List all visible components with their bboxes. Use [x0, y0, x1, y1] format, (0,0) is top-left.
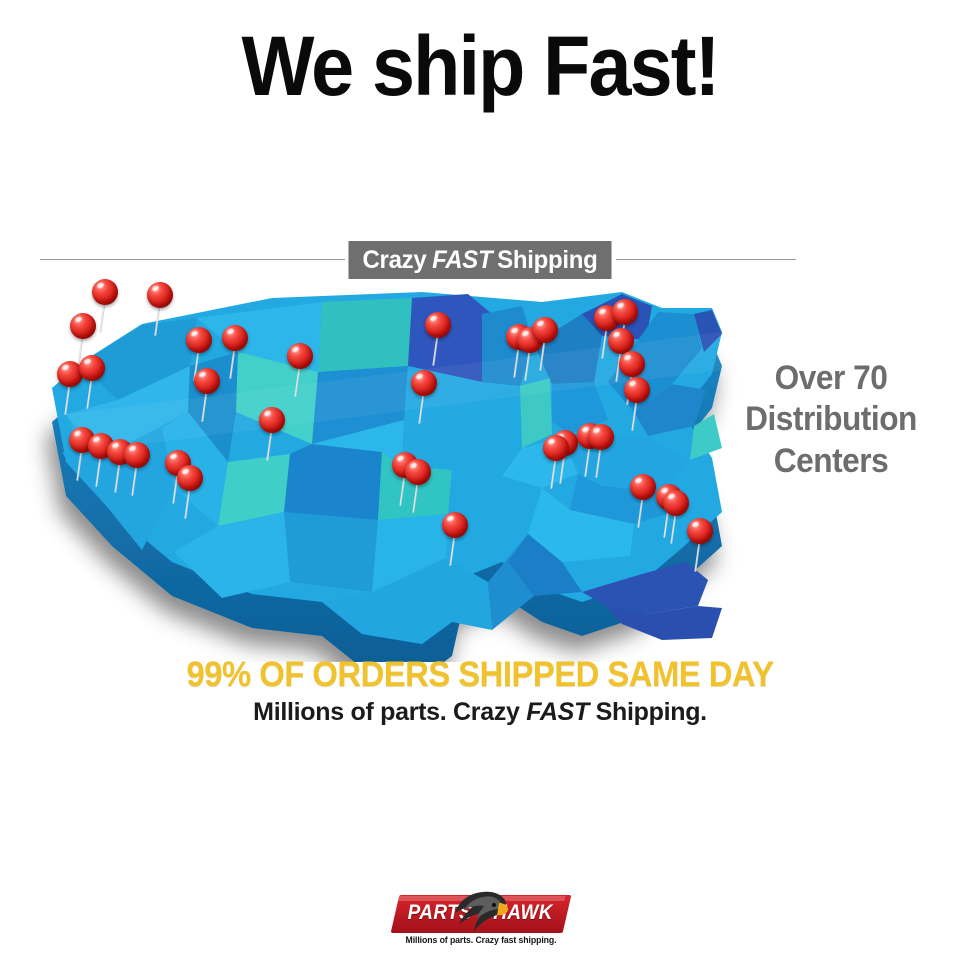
tagline: Millions of parts. Crazy FAST Shipping. [0, 698, 960, 727]
banner-text-emphasis: FAST [432, 245, 493, 274]
map-pin-head [532, 317, 558, 343]
same-day-shipping-claim: 99% OF ORDERS SHIPPED SAME DAY [186, 655, 774, 694]
state-ne-tip [694, 310, 722, 352]
logo-word-parts: PARTS [407, 901, 473, 924]
callout-line-3: Centers [773, 441, 889, 480]
map-pin-head [663, 490, 689, 516]
map-pin-head [186, 327, 212, 353]
map-pin-head [70, 313, 96, 339]
logo-word-hawk: HAWK [493, 901, 553, 924]
state-il [520, 378, 552, 448]
parts-hawk-logo[interactable]: PARTS HAWK Millions of parts. Crazy fast… [390, 891, 572, 955]
map-pin-head [405, 459, 431, 485]
distribution-centers-callout: Over 70 Distribution Centers [724, 358, 938, 482]
callout-line-1: Over 70 [774, 359, 888, 397]
state-nm [284, 512, 378, 592]
us-distribution-map [22, 262, 742, 662]
state-sd [312, 366, 408, 444]
page-title: We ship Fast! [241, 19, 720, 113]
map-pin-head [411, 370, 437, 396]
tagline-emphasis: FAST [526, 698, 589, 726]
banner-text-part1: Crazy [362, 245, 427, 274]
map-pin-head [442, 512, 468, 538]
map-pin-head [124, 442, 150, 468]
state-al-ga [508, 534, 582, 596]
banner-text-part2: Shipping [497, 245, 598, 274]
map-pin-head [543, 435, 569, 461]
crazy-fast-shipping-banner: Crazy FAST Shipping [348, 241, 612, 279]
state-pa [634, 384, 706, 436]
map-pin-head [259, 407, 285, 433]
state-ok [372, 514, 448, 592]
callout-line-2: Distribution [745, 400, 917, 439]
map-pin-head [425, 312, 451, 338]
map-pin-head [147, 282, 173, 308]
state-az [174, 512, 290, 598]
map-pin-head [287, 343, 313, 369]
state-in-oh [552, 382, 608, 434]
state-wa [80, 318, 197, 400]
state-fl-south [606, 606, 722, 640]
map-pin-head [194, 368, 220, 394]
state-fl [582, 562, 708, 614]
map-pin-head [619, 351, 645, 377]
tagline-part2: Shipping. [595, 698, 707, 726]
state-tx [322, 558, 492, 644]
state-mi [534, 314, 602, 384]
map-pin-head [612, 299, 638, 325]
map-pin-head [624, 377, 650, 403]
map-pin-head [630, 474, 656, 500]
state-nc [570, 474, 686, 524]
state-nd [318, 298, 412, 372]
divider-line-left [40, 259, 345, 260]
state-ne [312, 420, 404, 466]
state-md-de [690, 414, 722, 460]
map-pin-head [222, 325, 248, 351]
state-ms-la [488, 534, 534, 630]
map-pin-head [177, 465, 203, 491]
logo-tagline: Millions of parts. Crazy fast shipping. [405, 935, 557, 945]
map-pin-head [687, 518, 713, 544]
map-pin-head [588, 424, 614, 450]
state-co [284, 444, 382, 520]
hawk-head-icon [455, 891, 509, 931]
map-pin-head [608, 328, 634, 354]
state-ut [218, 454, 290, 526]
divider-line-right [616, 259, 796, 260]
map-pin-head [92, 279, 118, 305]
map-pin-head [79, 355, 105, 381]
tagline-part1: Millions of parts. Crazy [253, 698, 520, 726]
state-tn-sc [528, 488, 634, 562]
